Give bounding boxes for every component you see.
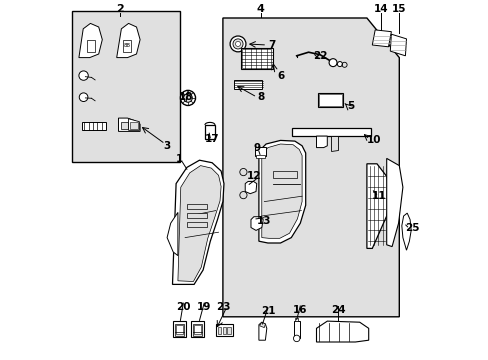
Polygon shape	[172, 160, 224, 284]
Bar	[218, 327, 221, 334]
Circle shape	[180, 90, 195, 105]
Bar	[293, 321, 299, 338]
Text: 12: 12	[246, 171, 261, 181]
Polygon shape	[128, 119, 139, 130]
Text: 20: 20	[176, 302, 190, 312]
Circle shape	[235, 41, 240, 46]
Text: 7: 7	[267, 40, 275, 50]
Bar	[122, 40, 130, 52]
Bar	[242, 49, 271, 68]
Polygon shape	[223, 18, 399, 317]
Text: 3: 3	[163, 141, 170, 151]
Text: 21: 21	[260, 306, 275, 316]
Text: 1: 1	[175, 154, 182, 165]
Text: 18: 18	[179, 92, 193, 102]
Bar	[215, 324, 232, 336]
Bar	[175, 324, 184, 336]
Circle shape	[79, 93, 88, 102]
Bar	[72, 11, 179, 162]
Circle shape	[293, 335, 299, 342]
Polygon shape	[79, 23, 102, 58]
Bar	[194, 325, 201, 334]
Polygon shape	[330, 136, 337, 151]
Polygon shape	[117, 23, 140, 58]
Bar	[193, 324, 202, 336]
Text: 13: 13	[256, 216, 270, 226]
Circle shape	[183, 94, 192, 102]
Polygon shape	[316, 321, 368, 342]
Text: 4: 4	[256, 4, 264, 14]
Text: 25: 25	[404, 222, 418, 233]
Polygon shape	[173, 321, 186, 337]
Polygon shape	[178, 166, 221, 282]
Bar	[234, 80, 262, 89]
Bar	[222, 327, 225, 334]
Polygon shape	[250, 217, 263, 230]
Circle shape	[337, 62, 342, 67]
Bar	[227, 327, 230, 334]
Text: 14: 14	[373, 4, 388, 14]
Polygon shape	[316, 136, 326, 148]
Bar	[204, 125, 215, 139]
Bar	[121, 122, 127, 129]
Text: 6: 6	[276, 71, 284, 81]
Polygon shape	[258, 322, 266, 340]
Polygon shape	[292, 128, 370, 136]
Polygon shape	[118, 118, 140, 131]
Polygon shape	[386, 158, 402, 247]
Bar	[241, 48, 272, 69]
Text: 10: 10	[366, 135, 381, 145]
Text: 11: 11	[371, 191, 386, 201]
Bar	[318, 94, 341, 106]
Polygon shape	[401, 213, 410, 250]
Bar	[186, 213, 206, 218]
Text: 5: 5	[346, 101, 354, 111]
Bar	[176, 325, 183, 334]
Text: 22: 22	[313, 51, 327, 61]
Text: 24: 24	[330, 305, 345, 315]
Polygon shape	[81, 122, 106, 130]
Polygon shape	[191, 321, 204, 337]
Circle shape	[328, 59, 336, 67]
Polygon shape	[244, 181, 256, 194]
Bar	[273, 171, 296, 178]
Text: 16: 16	[292, 305, 307, 315]
Bar	[256, 155, 264, 158]
Text: 15: 15	[391, 4, 406, 14]
Polygon shape	[259, 322, 265, 328]
Bar	[186, 222, 206, 227]
Circle shape	[230, 36, 245, 52]
Bar	[317, 93, 342, 107]
Text: 8: 8	[257, 92, 264, 102]
Text: 23: 23	[215, 302, 230, 312]
Text: 2: 2	[116, 4, 124, 14]
Circle shape	[79, 71, 88, 80]
Circle shape	[232, 39, 243, 49]
Polygon shape	[167, 212, 178, 256]
Polygon shape	[389, 34, 406, 56]
Polygon shape	[371, 30, 390, 47]
Bar	[295, 318, 298, 321]
Text: 9: 9	[253, 143, 260, 153]
Bar	[87, 40, 95, 52]
Bar	[186, 204, 206, 209]
Bar	[255, 147, 265, 156]
Text: 19: 19	[197, 302, 211, 312]
Polygon shape	[366, 164, 389, 248]
Text: 88: 88	[123, 43, 130, 48]
Polygon shape	[261, 144, 302, 238]
Text: 17: 17	[204, 134, 219, 144]
Polygon shape	[258, 140, 305, 243]
Bar	[130, 122, 137, 129]
